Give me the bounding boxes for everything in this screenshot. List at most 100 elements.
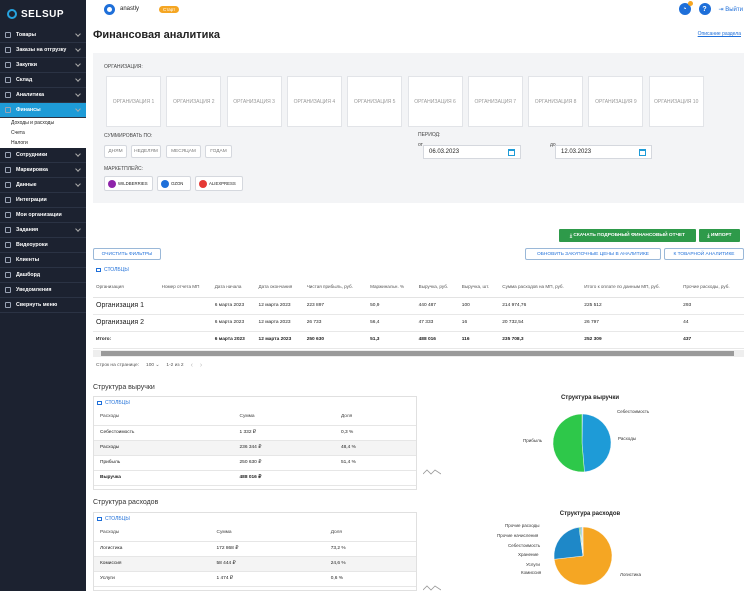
pie-label: Хранение: [518, 552, 539, 557]
table-cell: 50,9: [367, 297, 416, 315]
sidebar-item-4[interactable]: Мои организации: [0, 208, 86, 223]
help-icon[interactable]: ?: [698, 3, 711, 15]
update-prices-button[interactable]: ОБНОВИТЬ ЗАКУПОЧНЫЕ ЦЕНЫ В АНАЛИТИКЕ: [525, 248, 661, 260]
date-from-input[interactable]: 06.03.2023: [423, 145, 521, 159]
sidebar-item-4[interactable]: Аналитика: [0, 88, 86, 103]
sum-years-chip[interactable]: ГОДАМ: [205, 145, 232, 158]
sum-months-chip[interactable]: МЕСЯЦАМ: [166, 145, 201, 158]
columns-toggle[interactable]: СТОЛБЦЫ: [94, 513, 416, 525]
organization-card[interactable]: ОРГАНИЗАЦИЯ 2: [166, 76, 222, 127]
menu-item-icon: [5, 212, 11, 218]
subnav-accounts[interactable]: Счета: [11, 130, 25, 136]
column-header[interactable]: Прочие расходы, руб.: [680, 276, 744, 298]
import-button[interactable]: ⤓ ИМПОРТ: [699, 229, 740, 242]
column-header[interactable]: Доля: [324, 525, 416, 542]
column-header[interactable]: Дата окончания: [255, 276, 304, 298]
download-report-button[interactable]: ⤓ СКАЧАТЬ ПОДРОБНЫЙ ФИНАНСОВЫЙ ОТЧЕТ: [559, 229, 696, 242]
column-header[interactable]: Сумма: [210, 525, 325, 542]
sum-weeks-chip[interactable]: НЕДЕЛЯМ: [131, 145, 161, 158]
section-description-link[interactable]: Описание раздела: [697, 31, 741, 37]
sidebar-item-3[interactable]: Склад: [0, 73, 86, 88]
sidebar-item-1[interactable]: Маркировка: [0, 163, 86, 178]
sum-days-chip[interactable]: ДНЯМ: [104, 145, 127, 158]
table-row[interactable]: Итого: 6 марта 2023 12 марта 2023 250 630 51…: [93, 331, 744, 349]
marketplace-aliexpress[interactable]: ALIEXPRESS: [195, 176, 243, 191]
prev-page-button[interactable]: ‹: [190, 362, 193, 369]
table-cell: 0,3 %: [334, 425, 416, 441]
organization-card[interactable]: ОРГАНИЗАЦИЯ 1: [106, 76, 161, 127]
table-cell: Себестоимость: [94, 425, 234, 441]
column-header[interactable]: Сумма расходов на МП, руб.: [499, 276, 582, 298]
resize-handle-icon[interactable]: [423, 585, 441, 591]
column-header[interactable]: Сумма: [233, 409, 335, 426]
column-header[interactable]: Выручка, руб.: [415, 276, 459, 298]
column-header[interactable]: Расходы: [94, 409, 234, 426]
organization-card[interactable]: ОРГАНИЗАЦИЯ 7: [467, 76, 523, 127]
rows-per-page-select[interactable]: 100 ⌄: [146, 363, 160, 368]
columns-icon: [96, 268, 101, 272]
clear-filters-button[interactable]: ОЧИСТИТЬ ФИЛЬТРЫ: [93, 248, 161, 260]
date-to-input[interactable]: 12.03.2023: [555, 145, 652, 159]
logo[interactable]: SELSUP: [0, 0, 86, 28]
period-label: ПЕРИОД:: [418, 132, 441, 138]
table-cell: 0,6 %: [324, 571, 416, 587]
column-header[interactable]: Маржинальн. %: [367, 276, 416, 298]
org-label: ОРГАНИЗАЦИЯ:: [104, 64, 143, 70]
logout-link[interactable]: ⇥ Выйти: [718, 6, 743, 13]
organization-card[interactable]: ОРГАНИЗАЦИЯ 8: [528, 76, 584, 127]
column-header[interactable]: Доля: [334, 409, 416, 426]
organization-card[interactable]: ОРГАНИЗАЦИЯ 4: [286, 76, 342, 127]
organization-card[interactable]: ОРГАНИЗАЦИЯ 5: [347, 76, 403, 127]
column-header[interactable]: Чистая прибыль, руб.: [303, 276, 368, 298]
sidebar-item-9[interactable]: Уведомления: [0, 283, 86, 298]
sidebar-item-1[interactable]: Заказы на отгрузку: [0, 43, 86, 58]
username[interactable]: anastly: [120, 6, 140, 12]
column-header[interactable]: Дата начала: [211, 276, 256, 298]
rows-per-page-label: Строк на странице:: [96, 363, 140, 368]
sidebar-item-0[interactable]: Сотрудники: [0, 148, 86, 163]
resize-handle-icon[interactable]: [423, 469, 441, 475]
column-header[interactable]: Выручка, шт.: [458, 276, 500, 298]
sidebar-item-6[interactable]: Видеоуроки: [0, 238, 86, 253]
chevron-down-icon: [75, 31, 81, 37]
table-cell: 12 марта 2023: [255, 314, 304, 332]
goods-analytics-button[interactable]: К ТОВАРНОЙ АНАЛИТИКЕ: [664, 248, 744, 260]
table-cell: 51,3: [367, 331, 416, 349]
columns-toggle[interactable]: СТОЛБЦЫ: [94, 397, 416, 409]
organization-card[interactable]: ОРГАНИЗАЦИЯ 3: [226, 76, 282, 127]
sidebar-item-10[interactable]: Свернуть меню: [0, 298, 86, 313]
horizontal-scrollbar[interactable]: [93, 349, 744, 357]
column-header[interactable]: Организация: [93, 276, 159, 298]
scrollbar-thumb[interactable]: [101, 350, 734, 356]
tariff-badge[interactable]: Старт: [159, 5, 180, 13]
calendar-icon[interactable]: [639, 149, 646, 156]
table-cell: 20 732,54: [499, 314, 582, 332]
organization-card[interactable]: ОРГАНИЗАЦИЯ 10: [648, 76, 704, 127]
notifications-bell-icon[interactable]: ◔: [678, 1, 693, 15]
sidebar-item-2[interactable]: Данные: [0, 178, 86, 193]
marketplace-ozon[interactable]: OZON: [157, 176, 191, 191]
column-header[interactable]: Расходы: [94, 525, 211, 542]
sidebar-item-2[interactable]: Закупки: [0, 58, 86, 73]
next-page-button[interactable]: ›: [199, 362, 203, 369]
sidebar-item-5[interactable]: Финансы: [0, 103, 86, 118]
menu-item-icon: [5, 92, 11, 98]
column-header[interactable]: Номер отчета МП: [158, 276, 212, 298]
column-header[interactable]: Итого к оплате по данным МП, руб.: [581, 276, 681, 298]
subnav-taxes[interactable]: Налоги: [11, 140, 28, 146]
avatar[interactable]: [104, 3, 115, 15]
pie-slice-Прибыль: [552, 413, 585, 473]
sidebar-item-7[interactable]: Клиенты: [0, 253, 86, 268]
organization-card[interactable]: ОРГАНИЗАЦИЯ 6: [407, 76, 463, 127]
sidebar-item-3[interactable]: Интеграции: [0, 193, 86, 208]
calendar-icon[interactable]: [508, 149, 515, 156]
sidebar-item-5[interactable]: Задания: [0, 223, 86, 238]
columns-toggle[interactable]: СТОЛБЦЫ: [93, 264, 744, 276]
sidebar-item-8[interactable]: Дашборд: [0, 268, 86, 283]
marketplace-wildberries[interactable]: WILDBERRIES: [104, 176, 153, 191]
organization-card[interactable]: ОРГАНИЗАЦИЯ 9: [588, 76, 644, 127]
sidebar-item-0[interactable]: Товары: [0, 28, 86, 43]
subnav-income-expenses[interactable]: Доходы и расходы: [11, 120, 55, 126]
